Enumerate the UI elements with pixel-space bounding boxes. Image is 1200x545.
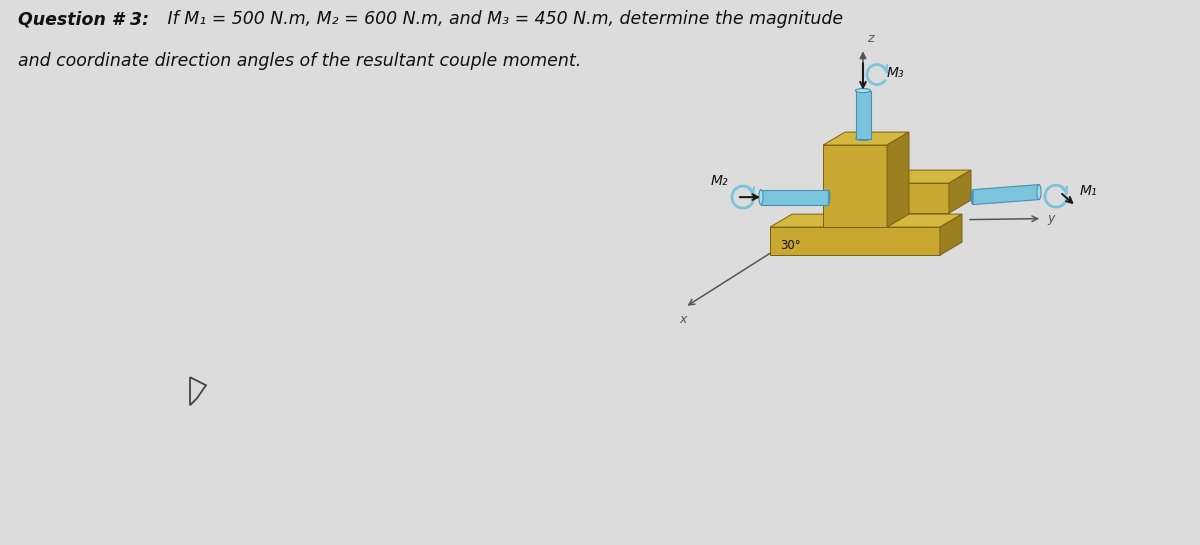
Text: M₃: M₃: [887, 65, 905, 80]
Polygon shape: [823, 145, 887, 227]
Polygon shape: [887, 132, 910, 227]
Ellipse shape: [826, 190, 830, 204]
Ellipse shape: [971, 190, 976, 204]
Ellipse shape: [758, 190, 763, 204]
Text: x: x: [679, 313, 686, 326]
Ellipse shape: [1037, 185, 1042, 199]
Polygon shape: [856, 90, 870, 138]
Polygon shape: [823, 132, 910, 145]
Ellipse shape: [856, 88, 870, 93]
Text: and coordinate direction angles of the resultant couple moment.: and coordinate direction angles of the r…: [18, 52, 581, 70]
Polygon shape: [887, 170, 971, 183]
Text: M₁: M₁: [1080, 184, 1098, 198]
Polygon shape: [973, 185, 1039, 204]
Text: Question # 3:: Question # 3:: [18, 10, 149, 28]
Text: y: y: [1048, 212, 1055, 225]
Polygon shape: [887, 183, 949, 213]
Text: If M₁ = 500 N.m, M₂ = 600 N.m, and M₃ = 450 N.m, determine the magnitude: If M₁ = 500 N.m, M₂ = 600 N.m, and M₃ = …: [162, 10, 844, 28]
Polygon shape: [940, 214, 962, 255]
Text: 30°: 30°: [780, 239, 800, 252]
Ellipse shape: [856, 136, 870, 141]
Polygon shape: [761, 190, 828, 204]
Text: M₂: M₂: [710, 174, 728, 188]
Polygon shape: [770, 214, 962, 227]
Polygon shape: [949, 170, 971, 213]
Polygon shape: [770, 227, 940, 255]
Text: z: z: [866, 32, 874, 45]
